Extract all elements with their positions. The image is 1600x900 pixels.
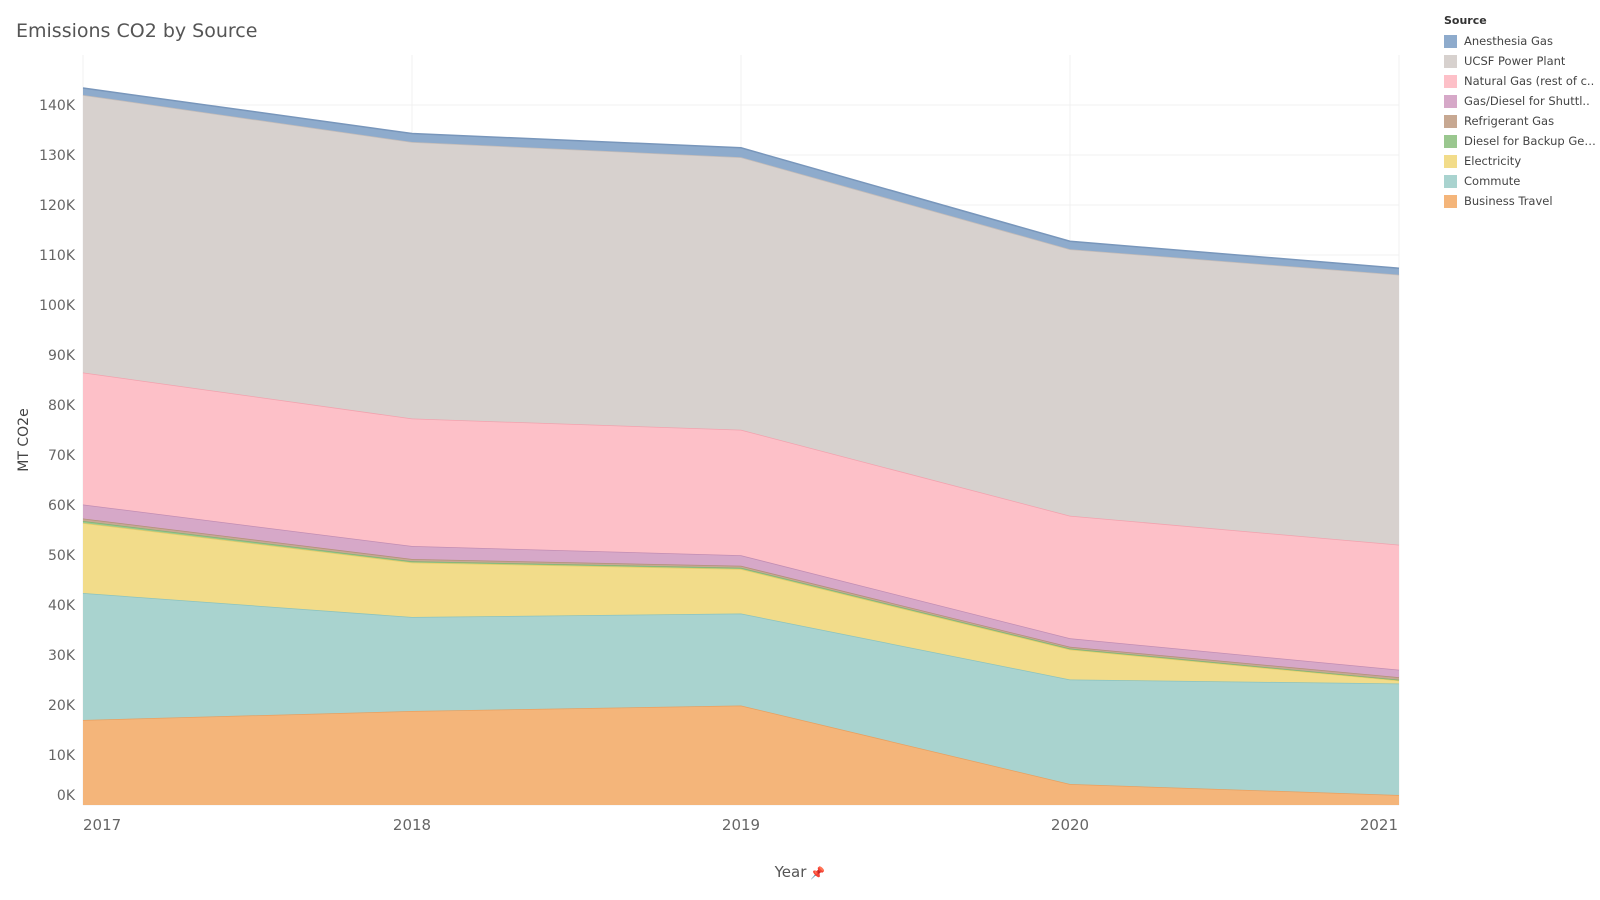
legend-item[interactable]: Natural Gas (rest of c..	[1444, 71, 1598, 91]
area-anesthesia-gas[interactable]	[83, 88, 1399, 275]
legend-label: Refrigerant Gas	[1464, 114, 1555, 128]
y-tick-label: 70K	[48, 448, 76, 464]
y-tick-label: 110K	[39, 248, 76, 264]
y-tick-label: 130K	[39, 148, 76, 164]
area-natural-gas-rest-of-campus[interactable]	[83, 372, 1399, 670]
x-tick-label: 2018	[393, 816, 431, 834]
legend-label: Anesthesia Gas	[1464, 34, 1553, 48]
y-tick-label: 90K	[48, 348, 76, 364]
line-anesthesia-gas	[82, 87, 1400, 269]
y-tick-label: 0K	[57, 788, 76, 804]
chart-title: Emissions CO2 by Source	[16, 20, 258, 42]
pin-icon[interactable]: 📌	[810, 866, 826, 880]
x-tick-label: 2020	[1051, 816, 1089, 834]
y-tick-label: 60K	[48, 498, 76, 514]
legend-swatch	[1444, 74, 1457, 88]
legend-item[interactable]: Refrigerant Gas	[1444, 111, 1598, 131]
x-tick-label: 2021	[1360, 816, 1398, 834]
legend-item[interactable]: Gas/Diesel for Shuttl..	[1444, 91, 1598, 111]
legend-item[interactable]: UCSF Power Plant	[1444, 51, 1598, 71]
legend-label: Gas/Diesel for Shuttl..	[1464, 94, 1590, 108]
y-tick-label: 120K	[39, 198, 76, 214]
legend-item[interactable]: Electricity	[1444, 151, 1598, 171]
area-commute[interactable]	[83, 593, 1399, 795]
legend-label: Business Travel	[1464, 194, 1553, 208]
y-tick-label: 140K	[39, 98, 76, 114]
y-tick-label: 10K	[48, 748, 76, 764]
legend-swatch	[1444, 154, 1457, 168]
legend: Source Anesthesia Gas UCSF Power Plant Nat…	[1444, 14, 1598, 211]
chart-canvas: 0K 10K 20K 30K 40K 50K 60K 70K 80K 90K 100K 110K 120…	[39, 55, 1400, 834]
legend-swatch	[1444, 94, 1457, 108]
legend-swatch	[1444, 174, 1457, 188]
legend-label: Electricity	[1464, 154, 1522, 168]
legend-item[interactable]: Anesthesia Gas	[1444, 31, 1598, 51]
legend-item[interactable]: Diesel for Backup Gen..	[1444, 131, 1598, 151]
y-tick-label: 80K	[48, 398, 76, 414]
y-tick-label: 50K	[48, 548, 76, 564]
legend-item[interactable]: Business Travel	[1444, 191, 1598, 211]
legend-swatch	[1444, 134, 1457, 148]
y-axis-label: MT CO2e	[16, 408, 32, 472]
legend-label: Diesel for Backup Gen..	[1464, 134, 1598, 148]
y-tick-label: 30K	[48, 648, 76, 664]
legend-swatch	[1444, 34, 1457, 48]
x-axis-title: Year 📌	[0, 862, 1600, 881]
legend-swatch	[1444, 114, 1457, 128]
legend-label: UCSF Power Plant	[1464, 54, 1566, 68]
y-tick-label: 40K	[48, 598, 76, 614]
area-business-travel[interactable]	[83, 705, 1399, 806]
y-tick-label: 100K	[39, 298, 76, 314]
legend-swatch	[1444, 194, 1457, 208]
x-tick-label: 2019	[722, 816, 760, 834]
legend-swatch	[1444, 54, 1457, 68]
legend-label: Commute	[1464, 174, 1521, 188]
x-tick-label: 2017	[83, 816, 121, 834]
legend-title: Source	[1444, 14, 1487, 27]
legend-item[interactable]: Commute	[1444, 171, 1598, 191]
x-axis-label[interactable]: Year	[774, 863, 807, 881]
area-ucsf-power-plant[interactable]	[83, 95, 1399, 545]
legend-label: Natural Gas (rest of c..	[1464, 74, 1595, 88]
y-tick-label: 20K	[48, 698, 76, 714]
area-gas-diesel-for-shuttles[interactable]	[83, 504, 1399, 678]
